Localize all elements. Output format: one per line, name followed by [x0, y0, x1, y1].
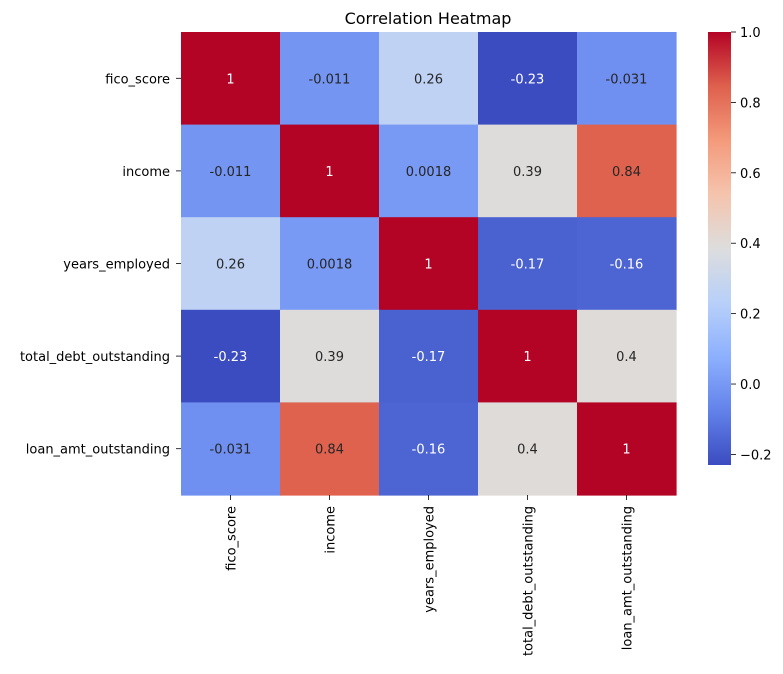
- heatmap-cell: [379, 217, 479, 311]
- heatmap-cell: [280, 217, 380, 311]
- heatmap-cell: [379, 309, 479, 403]
- cell-value-label: -0.17: [511, 258, 545, 273]
- cell-value-label: 0.84: [315, 443, 344, 458]
- cell-value-label: 1: [226, 72, 234, 87]
- heatmap-cell: [181, 32, 281, 126]
- cell-value-label: 0.4: [616, 350, 637, 365]
- heatmap-cell: [379, 124, 479, 218]
- heatmap-cells: 1 -0.011 0.26 -0.23 -0.031 -0.011 1 0.0018 0.39 0…: [181, 32, 677, 496]
- heatmap-cell: [577, 32, 677, 126]
- row-label: fico_score: [105, 72, 170, 87]
- colorbar-tick-label: 0.8: [740, 96, 761, 111]
- column-label: total_debt_outstanding: [522, 506, 537, 656]
- row-label: loan_amt_outstanding: [26, 443, 170, 458]
- heatmap-cell: [280, 124, 380, 218]
- column-label: fico_score: [225, 506, 240, 571]
- colorbar-tick-label: 1.0: [740, 26, 761, 41]
- heatmap-cell: [577, 402, 677, 496]
- colorbar-tick-label: −0.2: [740, 448, 772, 463]
- cell-value-label: 0.26: [414, 72, 443, 87]
- heatmap-cell: [478, 309, 578, 403]
- heatmap-cell: [181, 309, 281, 403]
- heatmap-cell: [280, 32, 380, 126]
- cell-value-label: 0.4: [517, 443, 538, 458]
- heatmap-cell: [280, 402, 380, 496]
- colorbar-tick-label: 0.6: [740, 167, 761, 182]
- colorbar: −0.2 0.0 0.2 0.4 0.6 0.8 1.0: [708, 26, 772, 465]
- heatmap-cell: [478, 124, 578, 218]
- cell-value-label: -0.23: [214, 350, 248, 365]
- heatmap-cell: [478, 217, 578, 311]
- cell-value-label: 0.39: [513, 165, 542, 180]
- heatmap-cell: [577, 217, 677, 311]
- colorbar-tick-label: 0.2: [740, 308, 761, 323]
- cell-value-label: 1: [325, 165, 333, 180]
- row-label: total_debt_outstanding: [20, 350, 170, 365]
- colorbar-tick-label: 0.4: [740, 237, 761, 252]
- column-label: income: [324, 506, 339, 554]
- column-label: years_employed: [423, 506, 438, 613]
- cell-value-label: 0.39: [315, 350, 344, 365]
- cell-value-label: 1: [523, 350, 531, 365]
- column-label: loan_amt_outstanding: [621, 506, 636, 650]
- chart-title: Correlation Heatmap: [345, 9, 512, 28]
- cell-value-label: -0.23: [511, 72, 545, 87]
- colorbar-gradient: [708, 32, 731, 465]
- column-labels: fico_score income years_employed total_debt…: [225, 495, 636, 656]
- cell-value-label: -0.16: [412, 443, 446, 458]
- heatmap-cell: [577, 309, 677, 403]
- cell-value-label: 1: [622, 443, 630, 458]
- cell-value-label: -0.011: [309, 72, 351, 87]
- heatmap-cell: [478, 402, 578, 496]
- cell-value-label: -0.17: [412, 350, 446, 365]
- cell-value-label: -0.031: [210, 443, 252, 458]
- heatmap-cell: [181, 402, 281, 496]
- cell-value-label: 1: [424, 258, 432, 273]
- cell-value-label: 0.26: [216, 258, 245, 273]
- heatmap-cell: [478, 32, 578, 126]
- heatmap-cell: [379, 402, 479, 496]
- heatmap-cell: [379, 32, 479, 126]
- cell-value-label: 0.0018: [307, 258, 353, 273]
- cell-value-label: -0.031: [606, 72, 648, 87]
- row-label: income: [122, 165, 170, 180]
- heatmap-cell: [577, 124, 677, 218]
- cell-value-label: 0.0018: [406, 165, 452, 180]
- cell-value-label: 0.84: [612, 165, 641, 180]
- colorbar-tick-label: 0.0: [740, 378, 761, 393]
- heatmap-cell: [280, 309, 380, 403]
- heatmap-cell: [181, 217, 281, 311]
- heatmap-cell: [181, 124, 281, 218]
- cell-value-label: -0.011: [210, 165, 252, 180]
- row-label: years_employed: [63, 258, 170, 273]
- cell-value-label: -0.16: [610, 258, 644, 273]
